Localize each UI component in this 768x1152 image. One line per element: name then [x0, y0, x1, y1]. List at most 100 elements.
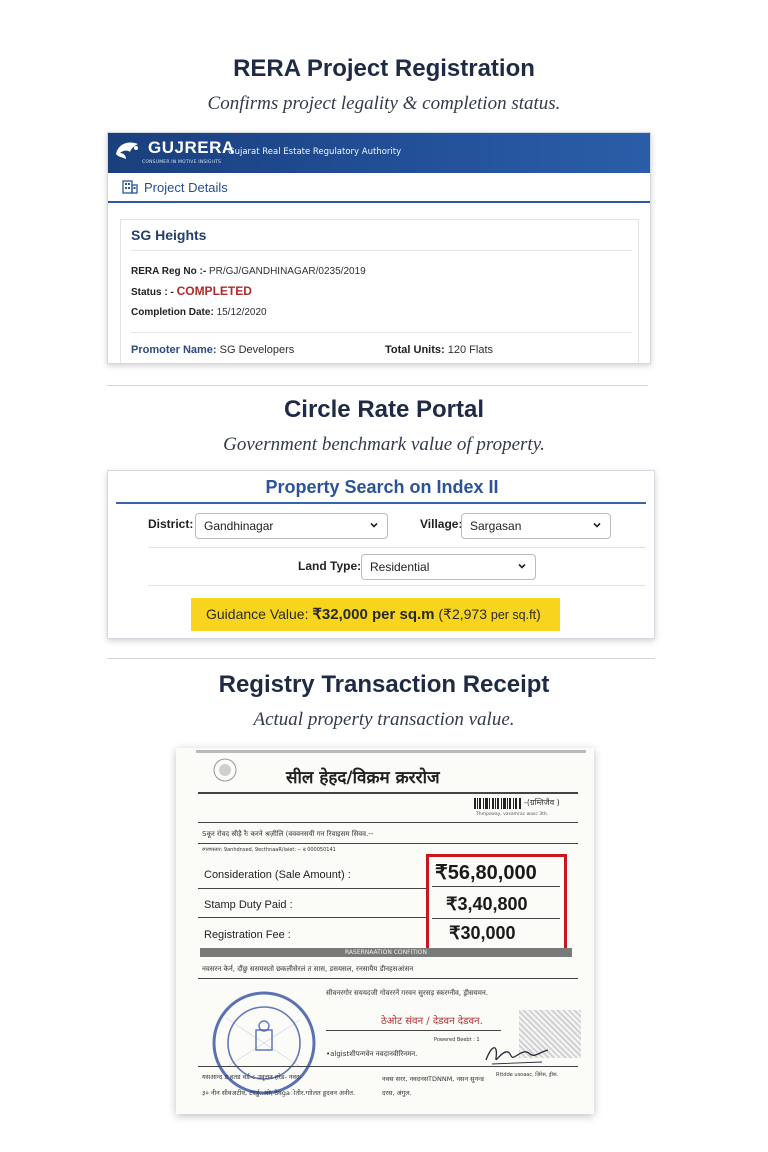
guidance-paren-open: (	[438, 606, 444, 622]
guidance-prefix: Guidance Value:	[206, 606, 309, 622]
title-underline	[116, 502, 646, 504]
status-row: Status : - COMPLETED	[131, 284, 252, 298]
divider	[432, 886, 560, 887]
completion-row: Completion Date: 15/12/2020	[131, 307, 267, 318]
rera-section-subtitle: Confirms project legality & completion s…	[207, 93, 561, 114]
receipt-line: दरस, अंगुल.	[382, 1089, 412, 1097]
landtype-select[interactable]: Residential	[361, 554, 536, 580]
chevron-down-icon	[518, 563, 526, 569]
divider	[148, 585, 646, 586]
section-divider	[107, 658, 655, 659]
registration-fee-label: Registration Fee :	[204, 929, 291, 941]
guidance-alt-unit: per sq.ft	[490, 608, 537, 622]
rera-header: GUJRERA CONSUMER IN MOTIVE INSIGHTS Guja…	[108, 133, 650, 173]
village-label: Village:	[420, 517, 463, 531]
official-seal-stamp	[212, 991, 316, 1095]
units-label: Total Units:	[385, 344, 445, 356]
circle-section-subtitle: Government benchmark value of property.	[223, 434, 545, 455]
signature-image	[485, 1047, 549, 1065]
divider	[198, 822, 578, 823]
stamp-duty-label: Stamp Duty Paid :	[204, 899, 293, 911]
chevron-down-icon	[593, 522, 601, 528]
property-search-title: Property Search on Index II	[265, 477, 499, 497]
registration-fee-amount: ₹30,000	[449, 923, 516, 943]
registry-receipt: सील हेहद/विक्रम क्रररोज -(ग्रम्तिजैव ) T…	[176, 748, 594, 1114]
receipt-top-strip	[196, 750, 586, 753]
village-value: Sargasan	[470, 519, 522, 533]
receipt-title: सील हेहद/विक्रम क्रररोज	[286, 768, 440, 788]
circle-rate-card: Property Search on Index II District: Ga…	[107, 470, 655, 639]
divider	[131, 250, 632, 251]
guidance-alt-amount: ₹2,973	[443, 606, 487, 622]
rera-section-title: RERA Project Registration	[233, 55, 535, 82]
receipt-line: सीवनरगोर सययदजी गोवररनें गरवन सुरसड़ स्क…	[326, 989, 489, 997]
reg-no-value: PR/GJ/GANDHINAGAR/0235/2019	[208, 266, 366, 277]
rera-authority-name: Gujarat Real Estate Regulatory Authority	[228, 147, 402, 157]
receipt-ornate-heading: ठेओट संवन / देडवन देडवन.	[381, 1016, 483, 1027]
status-label: Status : -	[131, 287, 174, 298]
units-value: 120 Flats	[447, 344, 493, 356]
divider	[198, 888, 428, 889]
gujrera-logo-icon	[116, 142, 138, 159]
receipt-line: नवसरन केर्न, दौंछु ससयसतो छकलीसेरलं त सा…	[202, 965, 414, 973]
receipt-line: यसआन्द ड हतड वर्ड-८ उवृत्तन हरेड- नवद-	[202, 1073, 302, 1081]
divider	[198, 843, 578, 844]
receipt-line: Powered Beebt : 1	[434, 1037, 480, 1043]
consideration-amount: ₹56,80,000	[435, 862, 537, 884]
divider	[432, 918, 560, 919]
registry-section-title: Registry Transaction Receipt	[218, 671, 550, 698]
district-select[interactable]: Gandhinagar	[195, 513, 388, 539]
receipt-line: नवस सरर, नवदनस	[382, 1075, 429, 1083]
divider	[198, 792, 578, 794]
receipt-line: रगरणस्तार: 9anhdnsed, 9ecthnaaR/iaiet: -…	[202, 847, 336, 853]
guidance-main-value: ₹32,000 per sq.m	[312, 606, 435, 623]
receipt-line: •algistशीपन्गवेन नवदानवीरिनमन.	[326, 1050, 418, 1058]
emblem-icon	[213, 758, 237, 782]
receipt-line: Rttdde usoaac, ज़िरेस, ड्रीक.	[496, 1072, 559, 1078]
guidance-paren-close: )	[536, 606, 541, 622]
district-label: District:	[148, 517, 194, 531]
receipt-band: RASERNAATION CONFITION	[200, 948, 572, 957]
consideration-label: Consideration (Sale Amount) :	[204, 869, 351, 881]
landtype-label: Land Type:	[298, 559, 362, 573]
district-value: Gandhinagar	[204, 519, 274, 533]
section-divider	[107, 385, 648, 386]
project-info-box: SG Heights RERA Reg No :- PR/GJ/GANDHINA…	[120, 219, 639, 363]
receipt-line: ३० नीन सीवअटीव, टदर्डु..ओ\ ठेवgaोतीर.गाो…	[202, 1089, 356, 1097]
divider	[198, 917, 428, 918]
registry-section-subtitle: Actual property transaction value.	[253, 709, 515, 730]
village-select[interactable]: Sargasan	[461, 513, 611, 539]
reg-no-label: RERA Reg No :-	[131, 266, 207, 277]
building-icon	[122, 180, 138, 194]
completion-label: Completion Date:	[131, 307, 214, 318]
receipt-line: TDNNM, नसन सुनन्ड	[428, 1075, 484, 1083]
stamp-duty-amount: ₹3,40,800	[446, 894, 528, 914]
completion-date: 15/12/2020	[216, 307, 267, 318]
tab-project-details[interactable]: Project Details	[144, 180, 228, 195]
divider	[131, 332, 632, 333]
rera-brand-subtext: CONSUMER IN MOTIVE INSIGHTS	[142, 160, 222, 165]
landtype-value: Residential	[370, 560, 430, 574]
rera-card: GUJRERA CONSUMER IN MOTIVE INSIGHTS Guja…	[107, 132, 651, 364]
barcode-icon	[474, 798, 521, 809]
status-badge: COMPLETED	[176, 284, 252, 298]
divider	[198, 1066, 578, 1067]
barcode-subtext: Thmpsway, vasamrac wasc 3th.	[476, 812, 549, 817]
receipt-line: Sकूर रोवद स्रीड़ै रैः करने श्रज़ीलि (ववव…	[202, 830, 374, 838]
promoter-row: Promoter Name: SG Developers	[131, 344, 294, 356]
reg-no-row: RERA Reg No :- PR/GJ/GANDHINAGAR/0235/20…	[131, 266, 366, 277]
promoter-value: SG Developers	[219, 344, 295, 356]
guidance-value-banner: Guidance Value: ₹32,000 per sq.m (₹2,973…	[191, 598, 560, 631]
promoter-label: Promoter Name:	[131, 344, 217, 356]
divider	[148, 547, 646, 548]
security-pattern	[519, 1010, 581, 1058]
barcode-text: -(ग्रम्तिजैव )	[524, 798, 560, 807]
project-name: SG Heights	[131, 227, 207, 243]
divider	[326, 1030, 501, 1031]
divider	[198, 978, 578, 979]
rera-brand: GUJRERA	[148, 138, 235, 157]
units-row: Total Units: 120 Flats	[385, 344, 493, 356]
circle-section-title: Circle Rate Portal	[283, 396, 485, 423]
rera-tab-bar: Project Details	[108, 173, 650, 203]
chevron-down-icon	[370, 522, 378, 528]
